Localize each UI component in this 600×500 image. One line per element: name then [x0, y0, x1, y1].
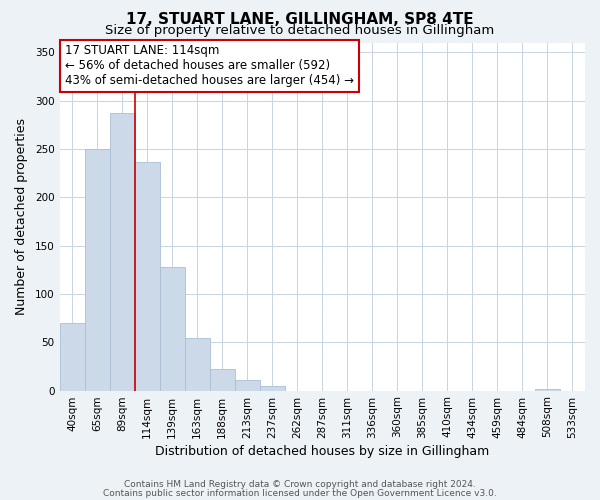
Text: 17, STUART LANE, GILLINGHAM, SP8 4TE: 17, STUART LANE, GILLINGHAM, SP8 4TE [126, 12, 474, 28]
Bar [185, 338, 209, 390]
Bar [235, 380, 260, 390]
Bar [110, 113, 134, 390]
Bar [134, 162, 160, 390]
Text: Contains HM Land Registry data © Crown copyright and database right 2024.: Contains HM Land Registry data © Crown c… [124, 480, 476, 489]
Y-axis label: Number of detached properties: Number of detached properties [15, 118, 28, 315]
Text: Size of property relative to detached houses in Gillingham: Size of property relative to detached ho… [106, 24, 494, 37]
Text: 17 STUART LANE: 114sqm
← 56% of detached houses are smaller (592)
43% of semi-de: 17 STUART LANE: 114sqm ← 56% of detached… [65, 44, 354, 87]
X-axis label: Distribution of detached houses by size in Gillingham: Distribution of detached houses by size … [155, 444, 490, 458]
Bar [260, 386, 285, 390]
Bar [59, 323, 85, 390]
Bar [85, 149, 110, 390]
Bar [209, 370, 235, 390]
Bar [535, 388, 560, 390]
Bar [160, 267, 185, 390]
Text: Contains public sector information licensed under the Open Government Licence v3: Contains public sector information licen… [103, 489, 497, 498]
